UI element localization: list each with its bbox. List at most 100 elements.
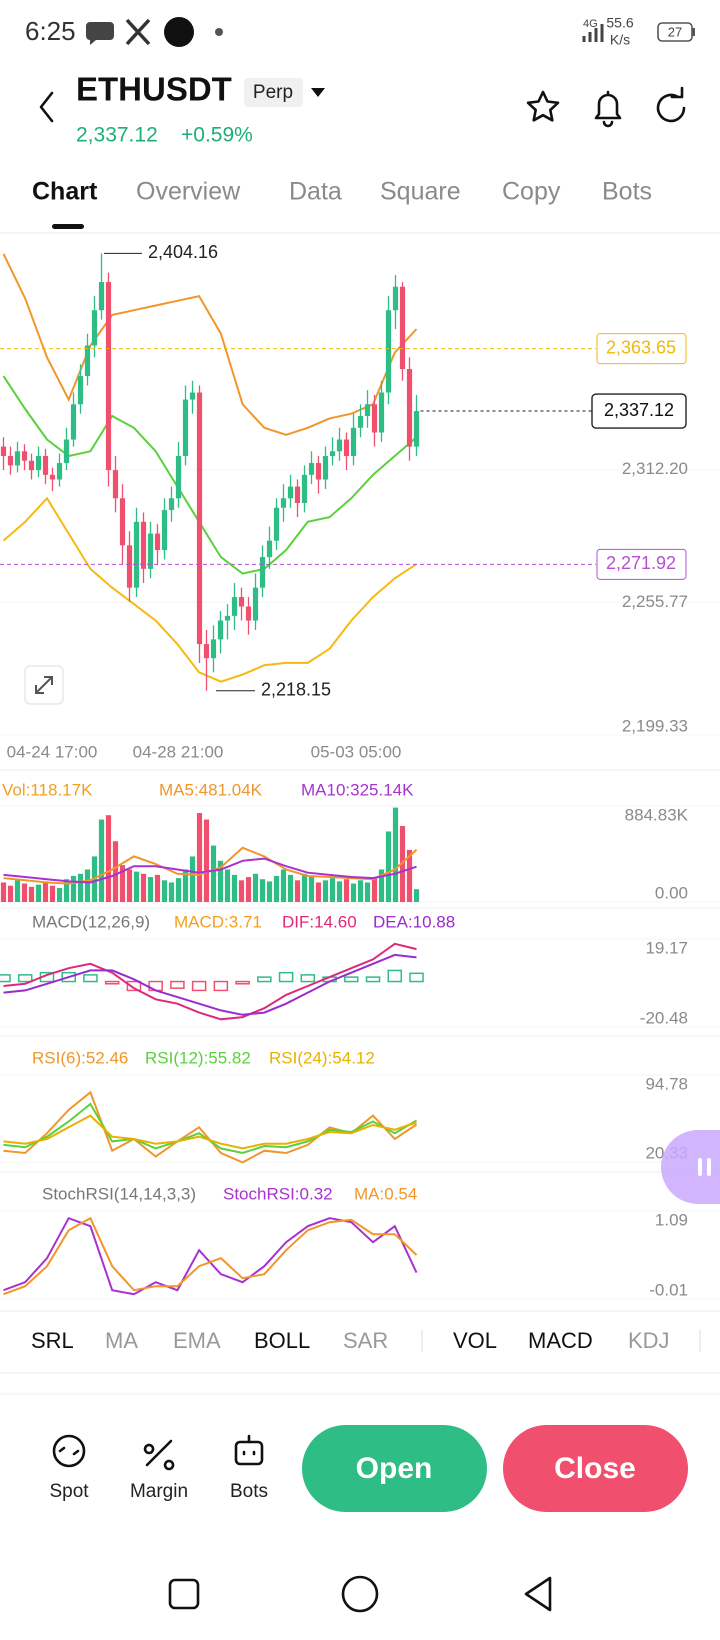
indicator-tab[interactable]: KDJ [628, 1328, 670, 1353]
candle-body [182, 399, 189, 456]
y-tick-label: -20.48 [640, 1008, 688, 1027]
volume-bar [168, 882, 175, 902]
y-tick-label: 1.09 [655, 1210, 688, 1229]
legend-entry: Vol:118.17K [2, 780, 93, 799]
indicator-tab[interactable]: BOLL [254, 1328, 310, 1353]
legend-entry: MACD:3.71 [174, 912, 262, 931]
nav-recents[interactable] [168, 1578, 200, 1610]
volume-bar [7, 885, 14, 902]
open-label: Open [356, 1452, 433, 1485]
macd-bar [0, 974, 11, 983]
macd-bar [365, 976, 381, 983]
candle-body [7, 455, 14, 466]
tab[interactable]: Chart [32, 178, 98, 206]
bubble-icon [698, 1158, 711, 1176]
network: 4G [583, 18, 598, 30]
volume-bar [154, 874, 161, 902]
indicator-tab[interactable]: MA [105, 1328, 138, 1353]
close-button[interactable] [503, 1425, 688, 1512]
macd-bar [104, 980, 120, 985]
share-button[interactable] [656, 86, 686, 123]
candle-body [189, 392, 196, 400]
tab[interactable]: Overview [136, 178, 241, 206]
legend-entry: StochRSI:0.32 [223, 1184, 333, 1203]
x-tick-label: 04-28 21:00 [133, 742, 224, 761]
candle-body [28, 460, 35, 471]
floating-bubble[interactable] [661, 1130, 720, 1204]
shortcut-label[interactable]: Bots [230, 1481, 268, 1502]
candle-body [294, 486, 301, 504]
indicator-tab[interactable]: MACD [528, 1328, 593, 1353]
volume-bar [182, 869, 189, 902]
volume-bar [56, 887, 63, 902]
macd-bar [213, 980, 229, 992]
indicator-line [3, 1216, 418, 1296]
candle-body [21, 451, 28, 461]
symbol[interactable]: ETHUSDT [76, 71, 232, 108]
volume-bar [399, 826, 406, 902]
candle-body [140, 521, 147, 569]
y-tick-label: 884.83K [625, 805, 689, 824]
tab[interactable]: Data [289, 178, 342, 206]
candle-body [266, 540, 273, 558]
candle-body [392, 286, 399, 311]
indicator-line [3, 1216, 418, 1296]
indicator-line [3, 846, 418, 885]
volume-bar [238, 880, 245, 902]
indicator-line [3, 942, 417, 1021]
price: 2,337.12 [76, 124, 158, 147]
volume-bar [21, 883, 28, 902]
candle-body [259, 557, 266, 588]
symbol-dropdown[interactable] [311, 88, 325, 97]
margin-icon[interactable] [143, 1439, 175, 1471]
nav-home[interactable] [341, 1575, 379, 1613]
volume-bar [245, 877, 252, 902]
tab[interactable]: Copy [502, 178, 561, 206]
x-icon [125, 18, 151, 46]
volume-bar [14, 880, 21, 902]
y-tick-label: 2,255.77 [622, 592, 688, 611]
bots-icon[interactable] [234, 1440, 264, 1466]
macd-bar [235, 980, 250, 985]
favorite-button[interactable] [526, 90, 560, 122]
volume-bar [133, 871, 140, 902]
y-tick-label: 19.17 [645, 938, 688, 957]
indicator-tab[interactable]: VOL [453, 1328, 497, 1353]
candle-body [371, 404, 378, 433]
spot-icon[interactable] [52, 1434, 86, 1468]
indicator-tab[interactable]: SAR [343, 1328, 388, 1353]
status-time: 6:25 [25, 16, 76, 46]
nav-back[interactable] [524, 1576, 552, 1612]
y-tick-label: 2,312.20 [622, 459, 688, 478]
candle-body [364, 404, 371, 417]
indicator-tab[interactable]: SRL [31, 1328, 74, 1353]
volume-bar [189, 856, 196, 902]
volume-bar [252, 873, 259, 902]
candle-body [350, 427, 357, 456]
macd-bar [300, 974, 316, 983]
candle-body [385, 310, 392, 393]
volume-bar [63, 879, 70, 902]
macd-bar [17, 974, 33, 983]
tab[interactable]: Bots [602, 178, 652, 206]
low-label: 2,218.15 [261, 680, 331, 700]
badge-bg [244, 78, 303, 107]
shortcut-label[interactable]: Margin [130, 1481, 188, 1502]
signal-icon [582, 24, 604, 42]
candle-body [280, 498, 287, 508]
expand-icon [35, 676, 53, 694]
spot-icon-detail [58, 1446, 80, 1456]
shortcut-label[interactable]: Spot [49, 1481, 89, 1502]
tab[interactable]: Square [380, 178, 461, 206]
open-button[interactable] [302, 1425, 487, 1512]
alert-button[interactable] [594, 90, 622, 128]
macd-bar [344, 976, 359, 983]
indicator-tab[interactable]: EMA [173, 1328, 221, 1353]
volume-bar [42, 881, 49, 902]
legend-entry: RSI(24):54.12 [269, 1048, 375, 1067]
candle-body [63, 439, 70, 464]
candle-body [413, 411, 420, 447]
back-button[interactable] [39, 91, 54, 123]
candle-body [70, 404, 77, 440]
volume-bar [140, 873, 147, 902]
